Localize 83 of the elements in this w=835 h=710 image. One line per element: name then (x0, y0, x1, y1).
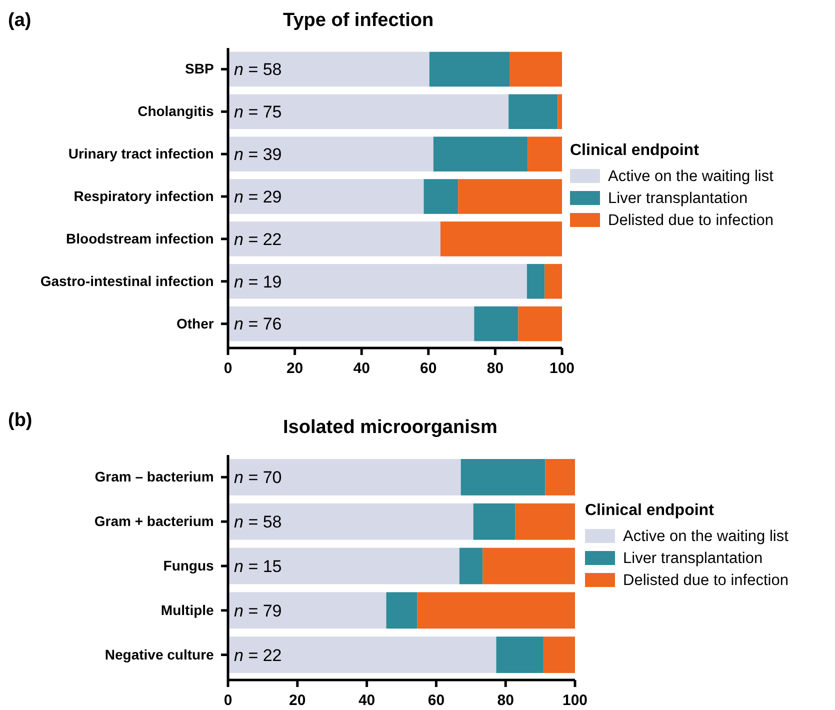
bar (528, 136, 562, 172)
bar (544, 264, 562, 299)
x-tick-label: 20 (286, 360, 304, 377)
annotation: n = 39 (234, 145, 282, 164)
chart-title: Isolated microorganism (283, 417, 498, 438)
bar (515, 503, 575, 540)
bar (228, 264, 527, 299)
bar (558, 94, 562, 130)
y-tick-label: Bloodstream infection (66, 230, 214, 246)
bar (228, 306, 474, 342)
bar (386, 592, 418, 629)
x-tick-label: 20 (289, 692, 306, 709)
annotation: n = 19 (234, 272, 282, 292)
bar (228, 548, 460, 584)
chart-title: Type of infection (283, 10, 434, 31)
annotation: n = 29 (234, 187, 282, 206)
bar (460, 458, 546, 496)
legend-label: Delisted due to infection (623, 572, 788, 589)
x-tick-label: 40 (353, 360, 370, 377)
bar (228, 94, 509, 130)
bar (440, 222, 562, 256)
x-tick-label: 60 (420, 360, 437, 377)
annotation: n = 79 (234, 601, 282, 620)
bar (417, 592, 575, 629)
x-tick-label: 100 (549, 360, 575, 377)
x-tick-label: 80 (486, 360, 504, 377)
legend-label: Liver transplantation (608, 190, 748, 207)
y-tick-label: Respiratory infection (74, 188, 214, 204)
bar (433, 136, 528, 172)
text: (a) (8, 10, 32, 31)
text: (b) (8, 410, 32, 431)
annotation: n = 58 (234, 60, 282, 80)
bar (510, 52, 562, 87)
bar (473, 503, 516, 540)
y-tick-label: Gram – bacterium (94, 468, 214, 485)
bar (228, 636, 496, 674)
y-tick-label: Cholangitis (138, 103, 214, 120)
annotation: n = 22 (234, 230, 282, 249)
x-tick-label: 100 (562, 692, 588, 709)
bar (458, 179, 562, 214)
x-tick-label: 60 (428, 692, 445, 709)
y-tick-label: Gram + bacterium (94, 513, 214, 530)
x-tick-label: 0 (224, 692, 232, 709)
annotation: n = 58 (234, 512, 282, 532)
legend-label: Delisted due to infection (608, 212, 774, 229)
x-tick-label: 0 (224, 360, 232, 377)
annotation: n = 15 (234, 556, 282, 576)
bar (228, 592, 386, 629)
bar (508, 94, 558, 130)
annotation: n = 70 (234, 468, 282, 488)
annotation: n = 76 (234, 314, 282, 334)
y-tick-label: Multiple (160, 602, 214, 618)
bar (429, 52, 510, 87)
y-tick-label: Negative culture (104, 646, 214, 662)
bar (228, 179, 424, 214)
bar (474, 306, 518, 342)
bar (228, 222, 440, 256)
bar (228, 136, 434, 172)
legend-label: Active on the waiting list (623, 528, 790, 545)
legend-title: Clinical endpoint (585, 502, 715, 519)
legend-label: Liver transplantation (623, 550, 763, 567)
bar (496, 636, 544, 674)
y-tick-label: Urinary tract infection (68, 146, 214, 162)
y-tick-label: Other (176, 315, 214, 332)
y-tick-label: SBP (185, 60, 214, 77)
annotation: n = 75 (234, 102, 282, 122)
bar (459, 548, 483, 584)
bar (545, 458, 575, 496)
legend-label: Active on the waiting list (608, 168, 774, 185)
bar (518, 306, 562, 342)
bar (543, 636, 575, 674)
y-tick-label: Fungus (163, 557, 214, 574)
legend-title: Clinical endpoint (570, 142, 700, 159)
bar (424, 179, 458, 214)
x-tick-label: 40 (358, 692, 376, 709)
bar (228, 52, 430, 87)
bar (482, 548, 575, 584)
bar (228, 458, 461, 496)
bar (526, 264, 545, 299)
y-tick-label: Gastro-intestinal infection (40, 272, 214, 289)
annotation: n = 22 (234, 646, 282, 665)
x-tick-label: 80 (497, 692, 514, 709)
bar (228, 503, 474, 540)
